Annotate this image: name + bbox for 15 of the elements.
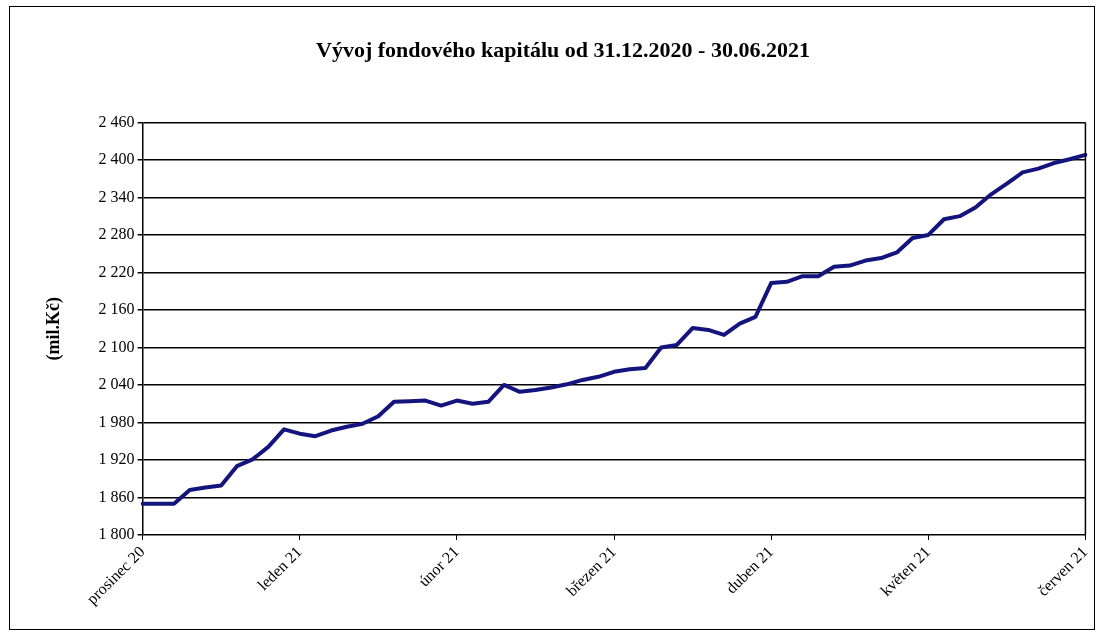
y-tick-label: 2 220 <box>98 262 135 280</box>
chart-title: Vývoj fondového kapitálu od 31.12.2020 - 30.06.2021 <box>316 36 810 62</box>
y-tick-label: 1 800 <box>98 525 135 543</box>
y-tick-label: 1 920 <box>98 450 135 468</box>
y-axis-title: (mil.Kč) <box>43 296 65 361</box>
y-tick-label: 2 280 <box>98 225 135 243</box>
y-tick-label: 2 040 <box>98 375 135 393</box>
y-tick-label: 2 340 <box>98 187 135 205</box>
y-tick-label: 2 160 <box>98 300 135 318</box>
y-tick-label: 2 460 <box>98 112 135 130</box>
y-tick-label: 1 860 <box>98 487 135 505</box>
y-tick-label: 2 400 <box>98 150 135 168</box>
y-tick-label: 2 100 <box>98 337 135 355</box>
x-tick-label: únor 21 <box>415 542 462 590</box>
y-tick-label: 1 980 <box>98 412 135 430</box>
